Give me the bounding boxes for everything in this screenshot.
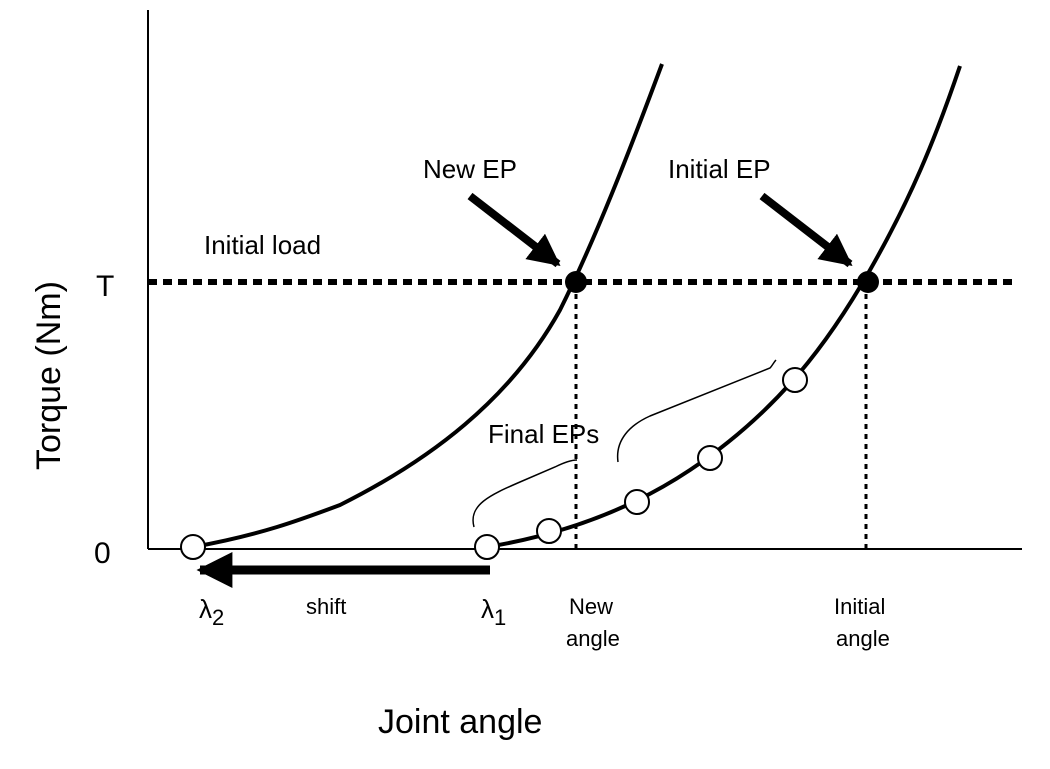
initial-ep-point <box>857 271 879 293</box>
new-angle-label-line2: angle <box>566 626 620 651</box>
new-angle-label-line1: New <box>569 594 613 619</box>
y-tick-t: T <box>96 270 114 303</box>
final-ep-marker <box>624 489 650 515</box>
initial-load-label: Initial load <box>204 230 321 260</box>
initial-angle-label-line1: Initial <box>834 594 885 619</box>
initial-angle-label-line2: angle <box>836 626 890 651</box>
final-eps-brace-upper <box>616 359 777 463</box>
final-eps-label: Final EPs <box>488 419 599 449</box>
lambda2-symbol: λ <box>199 594 212 624</box>
x-axis-title: Joint angle <box>378 703 542 741</box>
lambda1-marker <box>474 534 500 560</box>
final-ep-marker <box>697 445 723 471</box>
lambda1-symbol: λ <box>481 594 494 624</box>
final-ep-marker <box>536 518 562 544</box>
initial-ep-label: Initial EP <box>668 154 771 184</box>
lambda1-subscript: 1 <box>494 605 506 630</box>
lambda2-subscript: 2 <box>212 605 224 630</box>
y-axis-title: Torque (Nm) <box>30 281 68 470</box>
new-ep-point <box>565 271 587 293</box>
lambda1-label: λ1 <box>481 594 506 630</box>
lambda2-marker <box>180 534 206 560</box>
new-ep-arrow <box>467 192 561 268</box>
lambda2-label: λ2 <box>199 594 224 630</box>
shift-label: shift <box>306 594 346 619</box>
initial-ep-arrow <box>759 192 853 268</box>
final-eps-brace <box>472 459 578 528</box>
initial-torque-curve <box>486 65 962 549</box>
y-tick-0: 0 <box>94 537 111 570</box>
final-ep-marker <box>782 367 808 393</box>
new-ep-label: New EP <box>423 154 517 184</box>
new-torque-curve <box>192 63 664 549</box>
